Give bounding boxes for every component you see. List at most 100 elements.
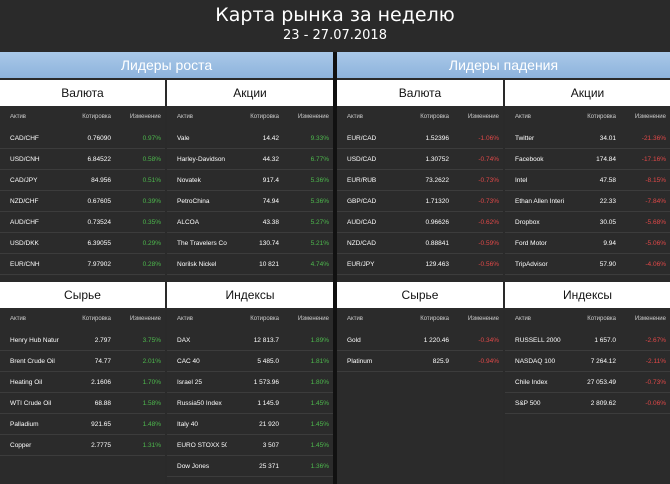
asset-change: -0.73% xyxy=(478,197,499,205)
losers-commodities-panel: Сырье Актив Котировка Изменение Gold 1 220.46… xyxy=(337,282,503,484)
table-row[interactable]: Novatek 917.4 5.36% xyxy=(167,170,333,191)
table-row[interactable]: S&P 500 2 809.62 -0.06% xyxy=(505,393,670,414)
asset-change: 5.36% xyxy=(310,197,329,205)
asset-quote: 1 573.96 xyxy=(253,378,279,386)
table-row[interactable]: NASDAQ 100 7 264.12 -2.11% xyxy=(505,351,670,372)
panel-title: Валюта xyxy=(0,80,165,106)
asset-change: -7.84% xyxy=(645,197,666,205)
table-row[interactable]: Norilsk Nickel 10 821 4.74% xyxy=(167,254,333,275)
asset-change: -0.06% xyxy=(645,399,666,407)
table-row[interactable]: Italy 40 21 920 1.45% xyxy=(167,414,333,435)
table-row[interactable]: Ford Motor 9.94 -5.06% xyxy=(505,233,670,254)
asset-name: USD/DKK xyxy=(10,239,39,247)
table-row[interactable]: Russia50 Index 1 145.9 1.45% xyxy=(167,393,333,414)
table-row[interactable]: Israel 25 1 573.96 1.80% xyxy=(167,372,333,393)
table-row[interactable]: Copper 2.7775 1.31% xyxy=(0,435,165,456)
gainers-commodities-panel: Сырье Актив Котировка Изменение Henry Hub Na… xyxy=(0,282,165,484)
table-row[interactable]: EURO STOXX 50 3 507 1.45% xyxy=(167,435,333,456)
table-row[interactable]: Gold 1 220.46 -0.34% xyxy=(337,330,503,351)
table-row[interactable]: Palladium 921.65 1.48% xyxy=(0,414,165,435)
col-change-header: Изменение xyxy=(467,114,499,120)
panel-title: Акции xyxy=(167,80,333,106)
asset-name: Platinum xyxy=(347,357,373,365)
asset-quote: 10 821 xyxy=(259,260,279,268)
table-row[interactable]: Facebook 174.84 -17.16% xyxy=(505,149,670,170)
asset-name: USD/CAD xyxy=(347,155,377,163)
asset-quote: 2.7775 xyxy=(91,441,111,449)
table-row[interactable]: CAC 40 5 485.0 1.81% xyxy=(167,351,333,372)
table-row[interactable]: Henry Hub Natural... 2.797 3.75% xyxy=(0,330,165,351)
table-row[interactable]: RUSSELL 2000 1 657.0 -2.67% xyxy=(505,330,670,351)
table-row[interactable]: Vale 14.42 9.33% xyxy=(167,128,333,149)
table-row[interactable]: Harley-Davidson 44.32 6.77% xyxy=(167,149,333,170)
column-headers: Актив Котировка Изменение xyxy=(505,106,670,128)
asset-change: -0.56% xyxy=(478,260,499,268)
table-row[interactable]: AUD/CAD 0.96626 -0.62% xyxy=(337,212,503,233)
asset-name: AUD/CAD xyxy=(347,218,377,226)
asset-change: -1.06% xyxy=(478,134,499,142)
table-row[interactable]: USD/DKK 6.39055 0.29% xyxy=(0,233,165,254)
asset-change: 1.81% xyxy=(310,357,329,365)
table-row[interactable]: EUR/CNH 7.97902 0.28% xyxy=(0,254,165,275)
asset-change: 3.75% xyxy=(142,336,161,344)
asset-quote: 1.52396 xyxy=(425,134,450,142)
col-quote-header: Котировка xyxy=(587,114,616,120)
col-asset-header: Актив xyxy=(10,114,26,120)
asset-quote: 12 813.7 xyxy=(253,336,279,344)
asset-quote: 921.65 xyxy=(91,420,111,428)
col-quote-header: Котировка xyxy=(587,316,616,322)
table-row[interactable]: TripAdvisor 57.90 -4.06% xyxy=(505,254,670,275)
table-row[interactable]: USD/CAD 1.30752 -0.74% xyxy=(337,149,503,170)
table-row[interactable]: CAD/CHF 0.76090 0.97% xyxy=(0,128,165,149)
table-row[interactable]: CAD/JPY 84.956 0.51% xyxy=(0,170,165,191)
asset-change: 1.80% xyxy=(310,378,329,386)
asset-name: Russia50 Index xyxy=(177,399,222,407)
table-row[interactable]: Platinum 825.9 -0.94% xyxy=(337,351,503,372)
panel-title: Валюта xyxy=(337,80,503,106)
col-quote-header: Котировка xyxy=(250,316,279,322)
table-row[interactable]: The Travelers Co... 130.74 5.21% xyxy=(167,233,333,254)
asset-quote: 9.94 xyxy=(603,239,616,247)
table-row[interactable]: Chile Index 27 053.49 -0.73% xyxy=(505,372,670,393)
table-row[interactable]: Brent Crude Oil 74.77 2.01% xyxy=(0,351,165,372)
table-row[interactable]: Dropbox 30.05 -5.68% xyxy=(505,212,670,233)
col-asset-header: Актив xyxy=(515,114,531,120)
table-row[interactable]: EUR/CAD 1.52396 -1.06% xyxy=(337,128,503,149)
table-row[interactable]: AUD/CHF 0.73524 0.35% xyxy=(0,212,165,233)
asset-change: 4.74% xyxy=(310,260,329,268)
asset-change: -5.68% xyxy=(645,218,666,226)
table-row[interactable]: USD/CNH 6.84522 0.58% xyxy=(0,149,165,170)
table-row[interactable]: Twitter 34.01 -21.36% xyxy=(505,128,670,149)
asset-change: 6.77% xyxy=(310,155,329,163)
table-row[interactable]: Heating Oil 2.1606 1.70% xyxy=(0,372,165,393)
table-row[interactable]: ALCOA 43.38 5.27% xyxy=(167,212,333,233)
table-row[interactable]: NZD/CAD 0.88841 -0.59% xyxy=(337,233,503,254)
table-row[interactable]: GBP/CAD 1.71320 -0.73% xyxy=(337,191,503,212)
asset-name: Intel xyxy=(515,176,528,184)
asset-quote: 825.9 xyxy=(432,357,449,365)
table-row[interactable]: DAX 12 813.7 1.89% xyxy=(167,330,333,351)
asset-change: -0.94% xyxy=(478,357,499,365)
asset-name: Chile Index xyxy=(515,378,548,386)
table-row[interactable]: EUR/RUB 73.2622 -0.73% xyxy=(337,170,503,191)
asset-change: 0.51% xyxy=(142,176,161,184)
table-row[interactable]: EUR/JPY 129.463 -0.56% xyxy=(337,254,503,275)
asset-quote: 2.1606 xyxy=(91,378,111,386)
gainers-currency-panel: Валюта Актив Котировка Изменение CAD/CHF 0.76… xyxy=(0,80,165,276)
asset-quote: 0.76090 xyxy=(87,134,112,142)
asset-name: EUR/JPY xyxy=(347,260,375,268)
asset-change: -8.15% xyxy=(645,176,666,184)
table-row[interactable]: Intel 47.58 -8.15% xyxy=(505,170,670,191)
asset-change: -4.06% xyxy=(645,260,666,268)
col-change-header: Изменение xyxy=(129,114,161,120)
table-row[interactable]: WTI Crude Oil 68.88 1.58% xyxy=(0,393,165,414)
table-row[interactable]: Dow Jones 25 371 1.36% xyxy=(167,456,333,477)
col-quote-header: Котировка xyxy=(420,316,449,322)
asset-change: -2.67% xyxy=(645,336,666,344)
asset-name: Henry Hub Natural... xyxy=(10,336,59,344)
table-row[interactable]: PetroChina 74.94 5.36% xyxy=(167,191,333,212)
table-row[interactable]: NZD/CHF 0.67605 0.39% xyxy=(0,191,165,212)
asset-name: Heating Oil xyxy=(10,378,43,386)
asset-change: 1.45% xyxy=(310,399,329,407)
table-row[interactable]: Ethan Allen Interio... 22.33 -7.84% xyxy=(505,191,670,212)
